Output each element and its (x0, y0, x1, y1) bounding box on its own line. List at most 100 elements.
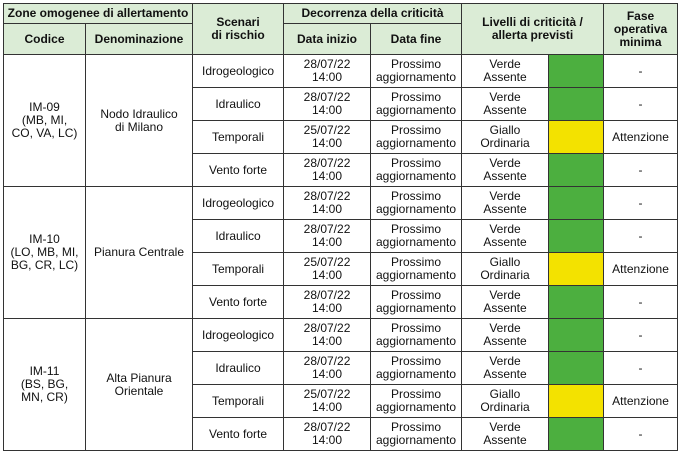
table-row: IM-11 (BS, BG, MN, CR) Alta Pianura Oriental… (3, 318, 679, 451)
livelli-header-line2: allerta previsti (491, 28, 574, 42)
data-fine-line1: Prossimo (391, 354, 442, 368)
fase-operativa-cell: Attenzione (603, 384, 679, 418)
fase-operativa-cell: - (603, 285, 679, 319)
data-inizio-time: 14:00 (312, 136, 343, 150)
livello-cell: Giallo Ordinaria (461, 120, 550, 154)
livello-cell: Giallo Ordinaria (461, 384, 550, 418)
zone-denominazione-cell: Pianura Centrale (84, 186, 194, 319)
livello-colore: Verde (489, 222, 521, 236)
data-inizio-date: 28/07/22 (303, 288, 351, 302)
data-inizio-date: 28/07/22 (303, 222, 351, 236)
scenario-cell: Vento forte (192, 153, 285, 187)
data-fine-cell: Prossimo aggiornamento (370, 318, 463, 352)
data-fine-line1: Prossimo (391, 387, 442, 401)
data-fine-line1: Prossimo (391, 222, 442, 236)
data-inizio-time: 14:00 (312, 268, 343, 282)
data-inizio-time: 14:00 (312, 70, 343, 84)
livello-colore: Giallo (489, 255, 521, 269)
data-inizio-cell: 28/07/22 14:00 (283, 417, 372, 451)
livello-allerta: Ordinaria (480, 136, 530, 150)
data-fine-header: Data fine (370, 23, 463, 55)
zone-province-line1: (MB, MI, (21, 113, 68, 127)
zone-denominazione-line1: Alta Pianura (106, 370, 172, 385)
livello-color-swatch (548, 384, 605, 418)
livello-color-swatch (548, 252, 605, 286)
zone-codice-cell: IM-09 (MB, MI, CO, VA, LC) (3, 54, 86, 187)
livello-color-swatch (548, 87, 605, 121)
fase-operativa-cell: - (603, 219, 679, 253)
data-fine-cell: Prossimo aggiornamento (370, 252, 463, 286)
livello-color-swatch (548, 186, 605, 220)
table-row: Temporali 25/07/22 14:00 Prossimo aggiorname… (4, 252, 679, 286)
data-inizio-time: 14:00 (312, 169, 343, 183)
zone-denominazione-line2: Orientale (114, 383, 164, 398)
data-fine-cell: Prossimo aggiornamento (370, 54, 463, 88)
table-row: Temporali 25/07/22 14:00 Prossimo aggiorname… (4, 384, 679, 418)
data-inizio-date: 28/07/22 (303, 90, 351, 104)
zone-denominazione-line1: Nodo Idraulico (100, 106, 178, 121)
zone-group-header: Zone omogenee di allertamento (2, 3, 194, 24)
data-inizio-date: 25/07/22 (303, 387, 351, 401)
data-fine-line1: Prossimo (391, 156, 442, 170)
data-inizio-time: 14:00 (312, 367, 343, 381)
livello-cell: Verde Assente (461, 417, 550, 451)
livello-cell: Verde Assente (461, 54, 550, 88)
fase-operativa-cell: - (603, 351, 679, 385)
zone-denominazione-line2: di Milano (114, 119, 164, 134)
fase-header: Fase operativa minima (603, 3, 679, 55)
data-fine-cell: Prossimo aggiornamento (370, 120, 463, 154)
data-inizio-cell: 28/07/22 14:00 (283, 54, 372, 88)
livello-colore: Verde (489, 156, 521, 170)
livello-cell: Verde Assente (461, 87, 550, 121)
data-fine-line2: aggiornamento (375, 70, 457, 84)
livello-colore: Verde (489, 189, 521, 203)
livello-colore: Verde (489, 321, 521, 335)
scenario-cell: Idrogeologico (192, 186, 285, 220)
livello-allerta: Ordinaria (480, 268, 530, 282)
data-inizio-cell: 25/07/22 14:00 (283, 252, 372, 286)
data-inizio-date: 28/07/22 (303, 354, 351, 368)
livello-allerta: Assente (483, 103, 527, 117)
livelli-header-line1: Livelli di criticità / (482, 15, 583, 29)
data-inizio-date: 28/07/22 (303, 189, 351, 203)
data-fine-line1: Prossimo (391, 123, 442, 137)
livello-cell: Verde Assente (461, 285, 550, 319)
scenario-cell: Temporali (192, 120, 285, 154)
fase-operativa-cell: - (603, 54, 679, 88)
data-fine-line2: aggiornamento (375, 433, 457, 447)
data-inizio-date: 28/07/22 (303, 156, 351, 170)
livello-cell: Verde Assente (461, 219, 550, 253)
scenario-cell: Vento forte (192, 417, 285, 451)
zone-province-line1: (LO, MB, MI, (10, 245, 79, 259)
data-fine-cell: Prossimo aggiornamento (370, 219, 463, 253)
data-fine-line1: Prossimo (391, 321, 442, 335)
data-inizio-cell: 28/07/22 14:00 (283, 87, 372, 121)
data-fine-line2: aggiornamento (375, 169, 457, 183)
data-fine-line2: aggiornamento (375, 334, 457, 348)
allerta-table-wrapper: Zone omogenee di allertamento Scenari di… (2, 3, 679, 451)
data-inizio-cell: 28/07/22 14:00 (283, 285, 372, 319)
data-inizio-cell: 28/07/22 14:00 (283, 219, 372, 253)
livelli-header: Livelli di criticità / allerta previsti (461, 3, 605, 55)
data-fine-cell: Prossimo aggiornamento (370, 186, 463, 220)
livello-colore: Verde (489, 288, 521, 302)
data-inizio-cell: 28/07/22 14:00 (283, 186, 372, 220)
zone-denominazione-line1: Pianura Centrale (93, 245, 185, 259)
table-row: Idraulico 28/07/22 14:00 Prossimo aggiorname… (4, 351, 679, 385)
data-fine-cell: Prossimo aggiornamento (370, 153, 463, 187)
scenari-header: Scenari di rischio (192, 3, 285, 55)
data-fine-cell: Prossimo aggiornamento (370, 351, 463, 385)
zone-province-line1: (BS, BG, (20, 377, 69, 391)
data-inizio-time: 14:00 (312, 301, 343, 315)
data-fine-line2: aggiornamento (375, 103, 457, 117)
livello-color-swatch (548, 54, 605, 88)
livello-colore: Verde (489, 420, 521, 434)
data-inizio-time: 14:00 (312, 433, 343, 447)
scenario-cell: Idraulico (192, 219, 285, 253)
data-inizio-cell: 28/07/22 14:00 (283, 351, 372, 385)
fase-header-line1: Fase (626, 8, 655, 23)
table-body: IM-09 (MB, MI, CO, VA, LC) Nodo Idraulico di… (3, 54, 679, 451)
zone-province-line2: MN, CR) (21, 390, 68, 404)
livello-colore: Verde (489, 354, 521, 368)
livello-allerta: Assente (483, 433, 527, 447)
